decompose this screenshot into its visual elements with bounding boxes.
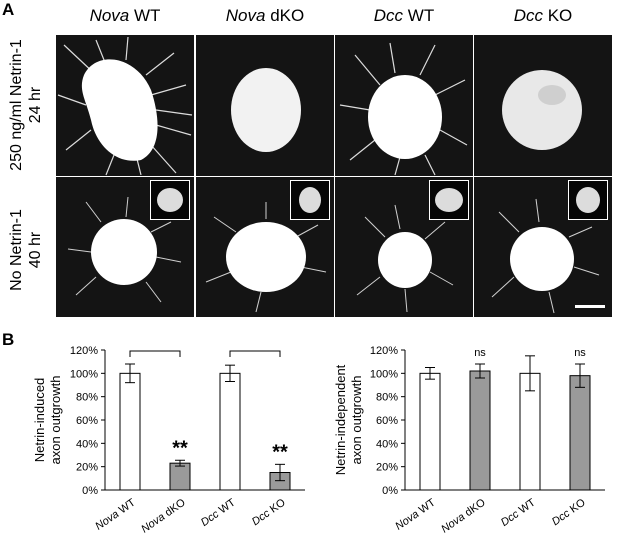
micrograph-nova-dko-no-netrin bbox=[196, 177, 334, 317]
significance-label: ** bbox=[172, 437, 188, 459]
bar bbox=[569, 375, 591, 491]
x-tick-label: Dcc WT bbox=[499, 496, 538, 528]
x-tick-label: Nova WT bbox=[393, 496, 438, 532]
inset-image bbox=[290, 180, 330, 220]
explant-image bbox=[502, 70, 582, 150]
chart-netrin-induced: Netrin-inducedaxon outgrowth 0% 20% 40% 60% 8… bbox=[32, 345, 305, 536]
y-tick-label: 80% bbox=[376, 392, 398, 404]
x-tick-label: Dcc KO bbox=[250, 496, 288, 528]
micrograph-dcc-ko-no-netrin bbox=[474, 177, 612, 317]
explant-image bbox=[57, 36, 193, 176]
row-label-netrin: 250 ng/ml Netrin-1 24 hr bbox=[8, 39, 44, 171]
bar bbox=[469, 370, 491, 491]
y-tick-label: 80% bbox=[76, 392, 98, 404]
x-tick-label: Nova dKO bbox=[439, 496, 488, 535]
explant-image bbox=[205, 202, 327, 313]
y-tick-label: 60% bbox=[376, 415, 398, 427]
y-tick-label: 40% bbox=[376, 438, 398, 450]
micrograph-nova-wt-netrin bbox=[56, 35, 194, 176]
micrograph-nova-dko-netrin bbox=[196, 35, 334, 176]
explant-image bbox=[491, 198, 600, 314]
x-tick-label: Dcc WT bbox=[199, 496, 238, 528]
y-tick-label: 0% bbox=[382, 485, 398, 497]
y-axis-label: Netrin-independentaxon outgrowth bbox=[333, 364, 364, 475]
column-header-dcc-ko: Dcc KO bbox=[513, 6, 573, 25]
x-tick-label: Nova dKO bbox=[139, 496, 188, 535]
explant-image bbox=[67, 196, 182, 303]
significance-label: ** bbox=[272, 441, 288, 463]
micrograph-nova-wt-no-netrin bbox=[56, 177, 194, 317]
x-tick-label-genotype: dKO bbox=[160, 496, 188, 520]
comparison-bracket bbox=[229, 350, 281, 357]
y-tick-label: 40% bbox=[76, 438, 98, 450]
significance-label: ns bbox=[574, 347, 586, 359]
x-tick-label: Dcc KO bbox=[550, 496, 588, 528]
y-tick-label: 120% bbox=[370, 345, 398, 357]
bar bbox=[169, 462, 191, 491]
inset-image bbox=[429, 180, 469, 220]
y-tick-label: 0% bbox=[82, 485, 98, 497]
y-tick-label: 120% bbox=[70, 345, 98, 357]
y-tick-label: 20% bbox=[76, 462, 98, 474]
inset-image bbox=[150, 180, 190, 220]
y-axis-label-line1: Netrin-induced bbox=[32, 378, 47, 463]
micrograph-dcc-wt-netrin bbox=[335, 35, 473, 176]
comparison-bracket bbox=[129, 350, 181, 357]
column-header-nova-wt: Nova WT bbox=[89, 6, 161, 25]
y-tick-label: 100% bbox=[370, 368, 398, 380]
bar bbox=[419, 372, 441, 491]
y-axis-label: Netrin-inducedaxon outgrowth bbox=[32, 376, 63, 465]
y-tick-label: 100% bbox=[70, 368, 98, 380]
y-tick-label: 60% bbox=[76, 415, 98, 427]
column-header-dcc-wt: Dcc WT bbox=[373, 6, 435, 25]
explant-image bbox=[356, 204, 454, 313]
explant-image bbox=[231, 68, 301, 152]
inset-image bbox=[568, 180, 608, 220]
bar bbox=[219, 372, 241, 491]
x-tick-label-genotype: WT bbox=[514, 496, 538, 518]
x-tick-label-genotype: dKO bbox=[460, 496, 488, 520]
y-axis-label-line1: Netrin-independent bbox=[333, 364, 348, 475]
column-header-nova-dko: Nova dKO bbox=[225, 6, 305, 25]
significance-label: ns bbox=[474, 347, 486, 359]
panel-label-b: B bbox=[2, 330, 15, 349]
x-tick-label-genotype: WT bbox=[414, 496, 438, 518]
row-label-no-netrin: No Netrin-1 40 hr bbox=[8, 209, 44, 291]
explant-image bbox=[339, 42, 468, 176]
micrograph-dcc-wt-no-netrin bbox=[335, 177, 473, 317]
y-axis-label-line2: axon outgrowth bbox=[48, 376, 63, 465]
y-axis-label-line2: axon outgrowth bbox=[349, 376, 364, 465]
x-tick-label: Nova WT bbox=[93, 496, 138, 532]
bar bbox=[119, 372, 141, 491]
scale-bar bbox=[575, 305, 605, 308]
panel-label-a: A bbox=[2, 0, 15, 19]
chart-netrin-independent: Netrin-independentaxon outgrowth 0% 20% 40%… bbox=[333, 345, 605, 536]
y-tick-label: 20% bbox=[376, 462, 398, 474]
x-tick-label-genotype: WT bbox=[114, 496, 138, 518]
micrograph-dcc-ko-netrin bbox=[474, 35, 612, 176]
x-tick-label-genotype: WT bbox=[214, 496, 238, 518]
